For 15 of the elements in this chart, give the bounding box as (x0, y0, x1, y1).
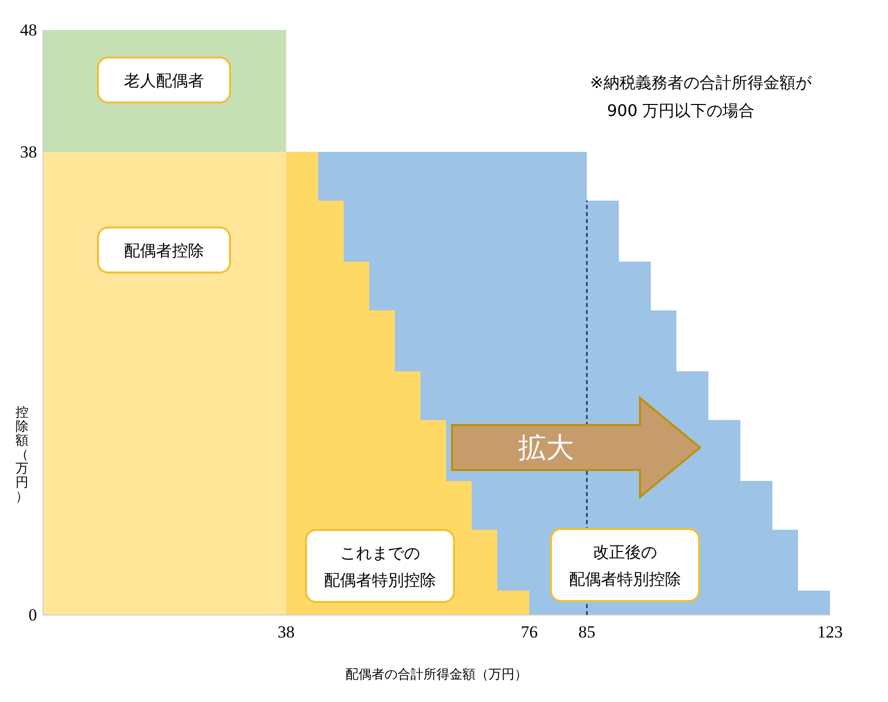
series-label: これまでの配偶者特別控除 (324, 544, 436, 590)
y-tick-label: 48 (20, 20, 37, 40)
series-label: 配偶者控除 (124, 241, 204, 260)
x-tick-label: 85 (578, 622, 596, 642)
annotation: 拡大 (518, 431, 574, 464)
note: ※納税義務者の合計所得金額が 900 万円以下の場合 (590, 73, 812, 120)
x-axis-title: 配偶者の合計所得金額（万円） (346, 668, 528, 682)
y-axis-title: 控除額（万円） (16, 406, 28, 504)
x-tick-label: 76 (520, 622, 538, 642)
x-tick-label: 123 (817, 622, 843, 642)
y-tick-label: 38 (20, 142, 37, 162)
series-label: 改正後の配偶者特別控除 (569, 542, 681, 588)
x-tick-label: 38 (278, 622, 295, 642)
y-tick-label: 0 (28, 606, 37, 624)
series-label: 老人配偶者 (124, 71, 204, 90)
